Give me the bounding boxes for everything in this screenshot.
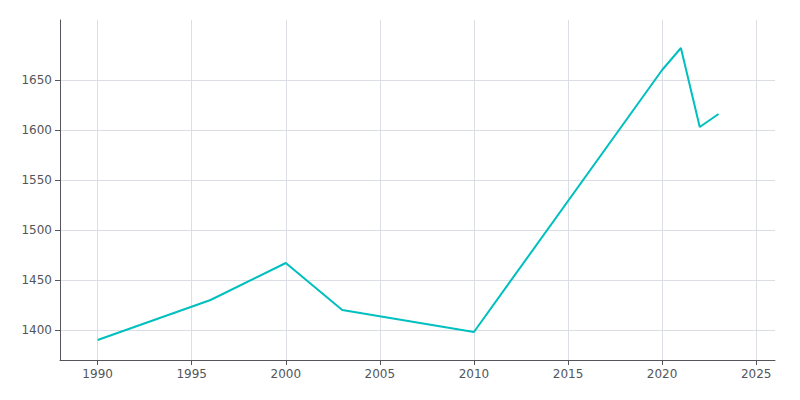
svg-text:2000: 2000 <box>271 367 302 381</box>
svg-text:1450: 1450 <box>21 273 52 287</box>
svg-text:1990: 1990 <box>82 367 113 381</box>
svg-text:1550: 1550 <box>21 173 52 187</box>
svg-text:2015: 2015 <box>553 367 584 381</box>
svg-text:1500: 1500 <box>21 223 52 237</box>
svg-text:1995: 1995 <box>176 367 207 381</box>
svg-text:1400: 1400 <box>21 323 52 337</box>
svg-text:2010: 2010 <box>459 367 490 381</box>
svg-text:2025: 2025 <box>741 367 772 381</box>
svg-text:2005: 2005 <box>365 367 396 381</box>
svg-text:2020: 2020 <box>647 367 678 381</box>
svg-text:1600: 1600 <box>21 123 52 137</box>
svg-text:1650: 1650 <box>21 73 52 87</box>
